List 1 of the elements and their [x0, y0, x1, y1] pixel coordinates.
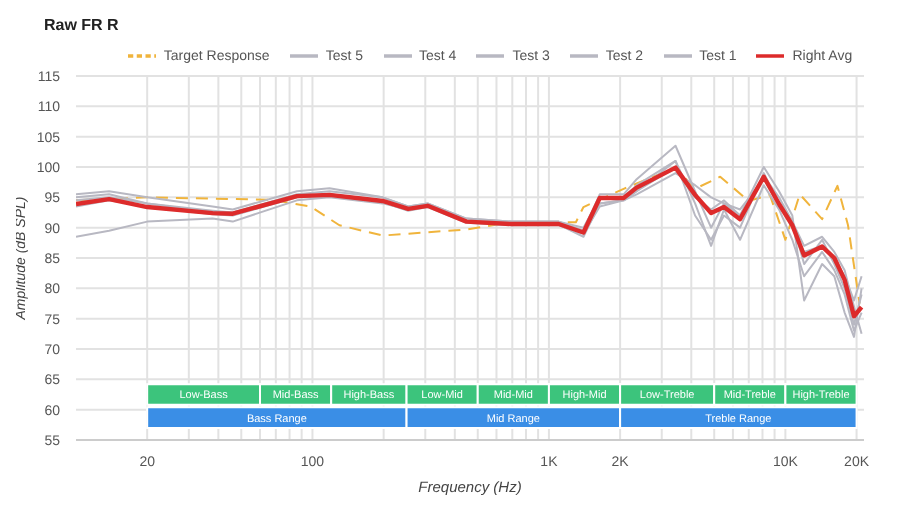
chart-title: Raw FR R — [44, 16, 119, 34]
